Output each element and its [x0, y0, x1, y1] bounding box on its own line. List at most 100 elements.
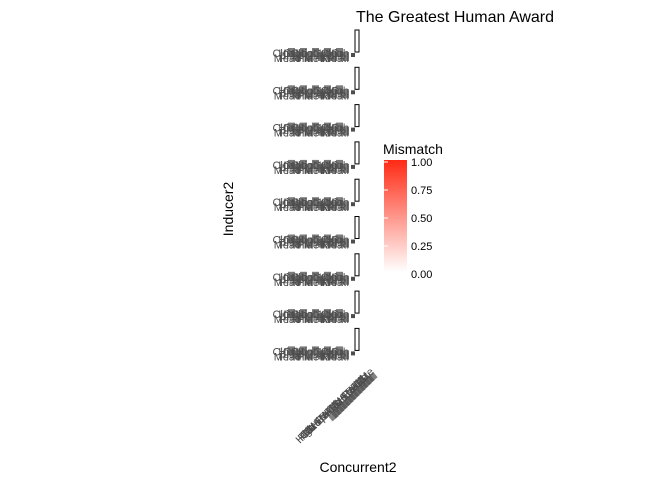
heatmap-tile-column	[354, 216, 360, 239]
y-tick-label-overlap	[294, 89, 301, 99]
chart-title: The Greatest Human Award	[356, 9, 554, 26]
legend-ticks: 0.00 0.25 0.50 0.75 1.00	[384, 157, 432, 281]
legend-title: Mismatch	[383, 141, 443, 157]
facet-panel: HighPlaCloRiGrMeLoHiHighPlaCloRiGrMeLoHi…	[272, 66, 360, 102]
y-tick-label-overlap	[330, 201, 337, 211]
y-tick-label-overlap	[318, 126, 325, 136]
y-tick-label: Clo	[272, 346, 289, 358]
y-tick-label-overlap	[300, 271, 307, 281]
legend-tick-label: 0.25	[411, 241, 432, 253]
heatmap-tile	[351, 90, 355, 95]
y-tick-label-overlap	[330, 89, 337, 99]
y-tick-label-overlap	[312, 122, 319, 132]
y-tick-label: Me	[274, 202, 289, 214]
heatmap-tile	[351, 239, 355, 244]
y-tick-label: Hi	[297, 314, 307, 326]
y-tick-label-overlap	[330, 313, 337, 323]
heatmap-tile	[351, 351, 355, 356]
facet-panel: HighPlaCloRiGrMeLoHiHighPlaCloRiGrMeLoHi…	[272, 216, 360, 252]
y-tick-label-overlap	[342, 89, 349, 99]
y-tick-label: Ri	[321, 314, 331, 326]
y-tick-label-overlap	[318, 201, 325, 211]
y-tick-label-overlap	[324, 159, 331, 169]
y-tick-label: Clo	[272, 235, 289, 247]
y-tick-label-overlap	[312, 271, 319, 281]
y-tick-label-overlap	[294, 126, 301, 136]
y-tick-label-overlap	[300, 85, 307, 95]
y-tick-label: Ri	[321, 128, 331, 140]
heatmap-tile-column	[354, 327, 360, 351]
heatmap-tile	[351, 164, 355, 169]
y-tick-label-overlap	[306, 275, 313, 285]
y-tick-label-overlap	[324, 346, 331, 356]
y-tick-label-overlap	[288, 234, 295, 244]
y-tick-label: Ri	[321, 277, 331, 289]
y-tick-label: Hi	[297, 128, 307, 140]
y-tick-label-overlap	[318, 89, 325, 99]
y-tick-label-overlap	[336, 48, 343, 57]
y-tick-label-overlap	[288, 122, 295, 132]
y-tick-label: Hi	[297, 277, 307, 289]
y-tick-label-overlap	[330, 52, 337, 61]
y-tick-label-overlap	[336, 197, 343, 207]
y-tick-label-overlap	[288, 271, 295, 281]
y-tick-label-overlap	[336, 346, 343, 356]
y-tick-label-overlap	[342, 350, 349, 360]
y-tick-label-overlap	[312, 159, 319, 169]
heatmap-tile-column	[354, 290, 360, 314]
facet-panel: HighPlaCloRiGrMeLoHiHighPlaCloRiGrMeLoHi…	[272, 29, 360, 65]
y-tick-label-overlap	[300, 309, 307, 319]
y-tick-label-overlap	[300, 346, 307, 356]
y-tick-label-overlap	[288, 159, 295, 169]
legend-tick-label: 1.00	[411, 157, 432, 169]
y-tick-label-overlap	[294, 238, 301, 248]
y-tick-label-overlap	[324, 271, 331, 281]
y-tick-label-overlap	[324, 197, 331, 207]
y-tick-label-overlap	[288, 85, 295, 95]
y-tick-label-overlap	[306, 238, 313, 248]
y-tick-label: Me	[274, 351, 289, 363]
legend-tick-label: 0.00	[411, 269, 432, 281]
y-tick-label: Clo	[272, 197, 289, 209]
y-tick-label: Ri	[321, 53, 331, 65]
y-tick-label-overlap	[318, 350, 325, 360]
y-tick-label-overlap	[294, 275, 301, 285]
y-tick-label: Clo	[272, 309, 289, 321]
heatmap-tile-column	[354, 29, 360, 53]
y-tick-label-overlap	[342, 238, 349, 248]
y-tick-label-overlap	[312, 234, 319, 244]
y-tick-label: Hi	[297, 240, 307, 252]
y-tick-label: Hi	[297, 90, 307, 102]
y-tick-label-overlap	[324, 48, 331, 57]
heatmap-tile-column	[354, 253, 360, 277]
y-tick-label-overlap	[288, 48, 295, 57]
y-tick-label: Clo	[272, 123, 289, 135]
y-tick-label-overlap	[306, 350, 313, 360]
y-tick-label-overlap	[336, 85, 343, 95]
y-tick-label-overlap	[306, 163, 313, 173]
y-tick-label-overlap	[312, 197, 319, 207]
y-tick-label-overlap	[342, 313, 349, 323]
heatmap-tile-column	[354, 104, 360, 128]
facet-panel: HighPlaCloRiGrMeLoHiHighPlaCloRiGrMeLoHi…	[272, 178, 360, 214]
y-tick-label-overlap	[300, 159, 307, 169]
y-tick-label: Me	[274, 53, 289, 65]
y-tick-label-overlap	[336, 234, 343, 244]
y-tick-label: Me	[274, 128, 289, 140]
y-tick-label-overlap	[324, 309, 331, 319]
y-tick-label-overlap	[330, 238, 337, 248]
y-tick-label: Me	[274, 165, 289, 177]
y-tick-label: Hi	[297, 351, 307, 363]
y-tick-label-overlap	[294, 313, 301, 323]
y-tick-label: Clo	[272, 85, 289, 97]
y-tick-label-overlap	[324, 85, 331, 95]
y-tick-label-overlap	[288, 309, 295, 319]
y-tick-label-overlap	[300, 234, 307, 244]
y-tick-label-overlap	[330, 163, 337, 173]
y-tick-label-overlap	[306, 201, 313, 211]
heatmap-tile	[351, 314, 355, 319]
y-tick-label-overlap	[336, 271, 343, 281]
y-tick-label: Me	[274, 90, 289, 102]
y-tick-label-overlap	[336, 309, 343, 319]
